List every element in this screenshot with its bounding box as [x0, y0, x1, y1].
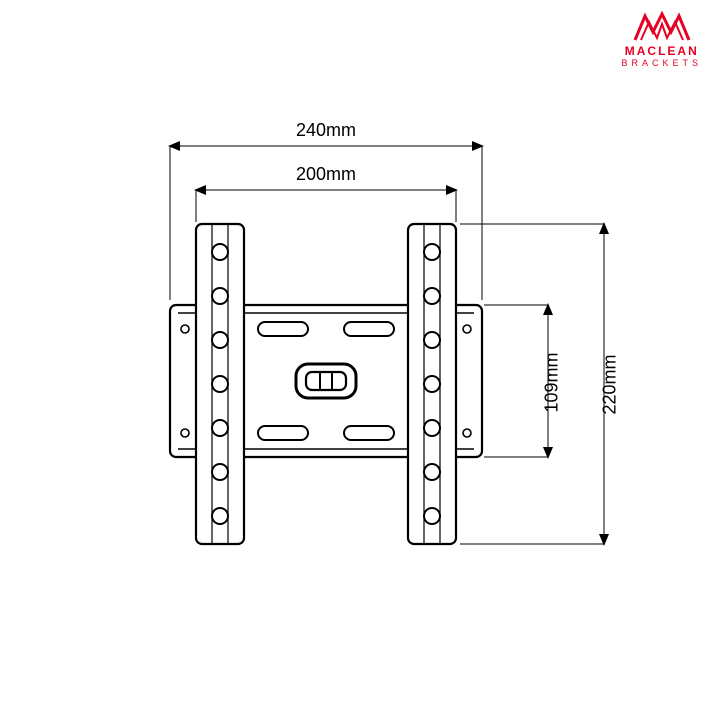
- page: MACLEAN BRACKETS: [0, 0, 720, 720]
- dim-label-width-inner: 200mm: [280, 164, 372, 185]
- dim-width-inner: [196, 190, 456, 222]
- dim-label-width-outer: 240mm: [280, 120, 372, 141]
- arm-right: [408, 224, 456, 544]
- bubble-level-icon: [296, 364, 356, 398]
- dim-label-height-outer: 220mm: [600, 355, 621, 415]
- arm-left: [196, 224, 244, 544]
- dim-height-plate: [484, 305, 548, 457]
- dim-label-height-plate: 109mm: [542, 353, 563, 413]
